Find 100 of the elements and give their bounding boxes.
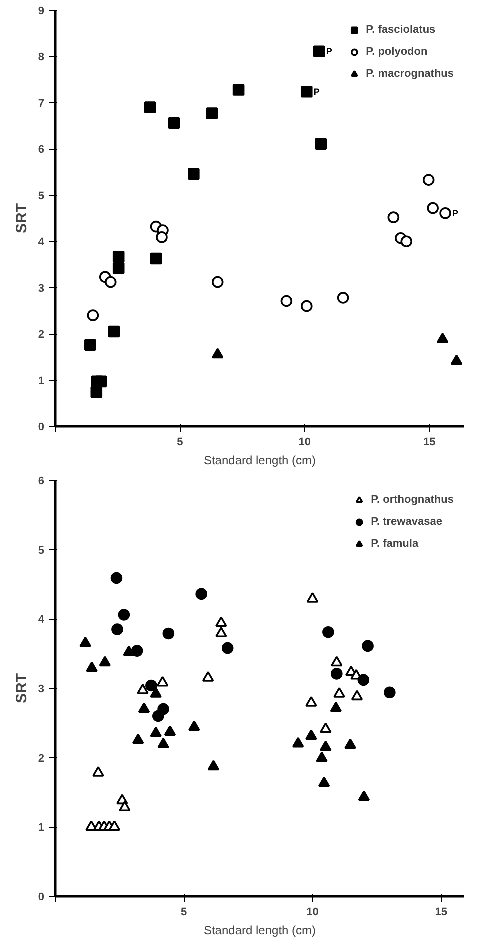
y-tick-label: 6 [38,476,45,488]
point [90,386,103,398]
point [156,676,169,687]
point [188,168,200,180]
y-tick-label: 3 [38,282,45,295]
y-tick-label: 2 [38,752,45,765]
point [216,627,228,638]
point [436,332,449,344]
point [316,752,328,762]
y-tick-label: 1 [38,822,45,834]
point [306,696,318,707]
annotation: P [314,86,320,97]
point [150,252,162,265]
point [384,686,396,699]
point [137,684,149,694]
point [86,662,98,672]
legend-label: P. trewavasae [371,516,442,528]
point [208,760,220,771]
point [110,572,123,584]
x-tick-label: 15 [435,906,448,918]
x-tick-label: 10 [306,906,319,918]
point [196,588,208,600]
point [162,628,175,640]
point [202,671,214,682]
point [138,702,150,714]
y-tick-label: 7 [38,98,45,110]
point [108,820,121,831]
point [300,300,313,312]
point [292,737,304,748]
x-tick-label: 10 [298,436,312,448]
point [164,726,176,736]
y-tick-label: 0 [38,892,45,904]
y-tick-label: 5 [38,190,45,202]
point [427,202,439,214]
point [150,687,162,698]
point [112,250,125,263]
y-axis-title: SRT [13,204,30,234]
point [337,292,350,304]
point [344,738,356,750]
point [358,674,370,686]
point [222,642,234,654]
point [206,108,218,120]
point [440,208,452,220]
point [158,738,170,748]
x-tick-label: 5 [181,906,188,918]
point [362,640,374,652]
point [112,262,125,274]
point [158,703,170,716]
y-tick-label: 9 [38,6,45,18]
point [330,702,342,712]
point [156,232,168,244]
point [212,348,224,359]
point [119,801,131,812]
point [450,354,463,366]
point [422,174,435,186]
point [388,212,400,224]
point [331,656,343,667]
point [87,310,100,322]
legend-label: P. orthognathus [371,494,454,506]
point [212,276,224,288]
point [320,740,332,752]
point [146,680,158,692]
y-tick-label: 4 [38,236,46,249]
point [144,102,156,114]
x-tick-label: 15 [423,436,436,448]
legend-label: P. macrognathus [366,68,454,80]
point [280,295,293,308]
point [168,117,180,130]
point [92,766,104,777]
y-axis-title: SRT [13,674,30,704]
annotation: P [326,46,332,57]
point [216,616,228,628]
point [150,726,162,738]
point [300,86,313,98]
x-tick-label: 5 [177,436,184,448]
point [358,790,370,802]
point [306,730,318,740]
legend-label: P. polyodon [366,46,428,58]
point [320,722,332,734]
point [400,236,413,248]
point [108,326,120,338]
point [188,720,200,732]
y-tick-label: 5 [38,544,45,557]
point [318,776,330,788]
y-tick-label: 4 [38,614,46,626]
point [84,339,96,352]
annotation: P [452,208,459,218]
point [331,668,343,680]
point [132,734,144,744]
x-axis-title: Standard length (cm) [204,454,316,468]
point [306,592,319,603]
point [118,609,130,621]
point [313,46,326,58]
point [131,645,144,657]
y-tick-label: 1 [38,375,45,388]
point [99,656,112,667]
y-tick-label: 0 [38,422,45,434]
point [334,687,346,698]
point [112,624,124,636]
y-tick-label: 8 [38,52,45,64]
